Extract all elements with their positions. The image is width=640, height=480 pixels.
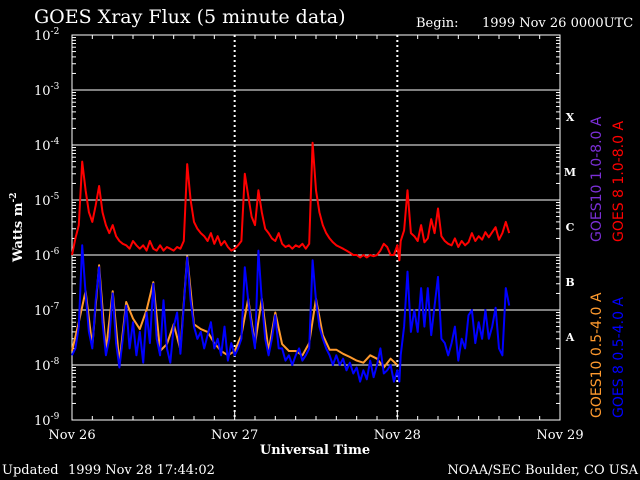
flare-class-label: C: [566, 221, 575, 234]
y-tick-label: 10-8: [34, 357, 60, 374]
flare-class-label: M: [564, 166, 576, 179]
x-tick-label: Nov 27: [211, 428, 258, 443]
y-tick-label: 10-9: [34, 412, 60, 429]
legend-goes8-short: GOES 8 0.5-4.0 A: [611, 297, 627, 418]
x-tick-label: Nov 28: [374, 428, 421, 443]
series-line: [71, 141, 511, 262]
plot-frame: [71, 34, 561, 421]
y-tick-label: 10-4: [34, 137, 60, 154]
legend-goes10-short: GOES10 0.5-4.0 A: [589, 292, 605, 418]
x-tick-label: Nov 29: [536, 428, 583, 443]
x-axis-label: Universal Time: [260, 443, 370, 458]
y-tick-label: 10-2: [34, 27, 59, 44]
legend-goes10-long: GOES10 1.0-8.0 A: [589, 116, 605, 242]
updated-value: 1999 Nov 28 17:44:02: [68, 463, 215, 478]
y-axis-label: Watts m-2: [9, 192, 26, 263]
y-tick-label: 10-5: [34, 192, 60, 209]
updated-label: Updated: [2, 463, 59, 478]
series-line: [71, 244, 511, 383]
y-tick-label: 10-7: [34, 302, 60, 319]
flare-class-label: B: [565, 276, 574, 289]
flare-class-label: A: [565, 331, 575, 344]
legend-goes8-long: GOES 8 1.0-8.0 A: [611, 121, 627, 242]
source-credit: NOAA/SEC Boulder, CO USA: [447, 463, 638, 478]
x-tick-label: Nov 26: [48, 428, 95, 443]
legend: GOES10 1.0-8.0 A GOES 8 1.0-8.0 A GOES10…: [589, 116, 627, 418]
flare-class-label: X: [566, 111, 575, 124]
begin-value: 1999 Nov 26 0000UTC: [482, 16, 633, 31]
series-line: [71, 255, 398, 369]
chart-title: GOES Xray Flux (5 minute data): [34, 6, 346, 28]
y-tick-label: 10-6: [34, 247, 60, 264]
y-tick-label: 10-3: [34, 82, 60, 99]
begin-label: Begin:: [416, 16, 458, 31]
